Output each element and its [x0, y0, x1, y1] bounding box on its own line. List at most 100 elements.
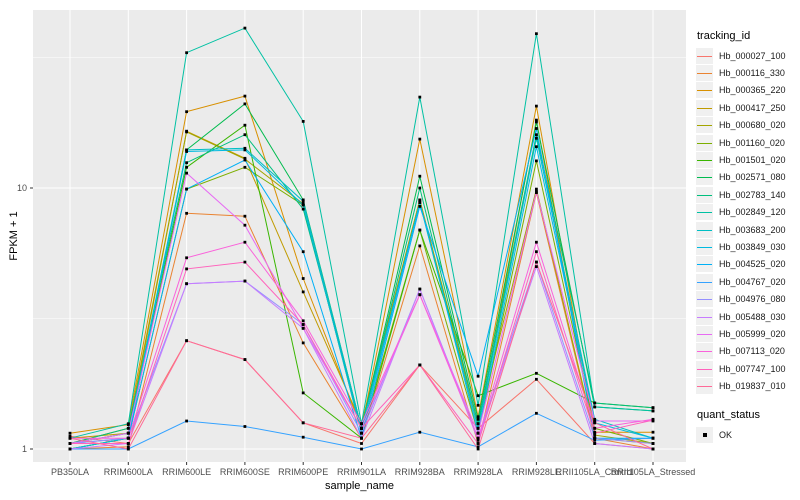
legend-key-line-icon: [697, 90, 712, 92]
x-tick-label: RRII105LA_Control: [556, 467, 634, 477]
data-point: [185, 282, 188, 286]
data-point: [301, 199, 305, 203]
legend-item-label: Hb_001160_020: [719, 137, 785, 148]
data-point: [185, 211, 188, 215]
data-point: [535, 190, 538, 193]
legend: tracking_id Hb_000027_100 Hb_000116_330 Hb…: [696, 30, 800, 443]
data-point: [185, 339, 188, 343]
legend-item-label: Hb_000680_020: [719, 120, 786, 131]
legend-item-label: Hb_002849_120: [719, 207, 786, 218]
legend-key-line-icon: [697, 177, 712, 179]
data-point: [476, 442, 480, 445]
data-point: [535, 265, 538, 268]
data-point: [535, 250, 538, 254]
data-point: [651, 430, 655, 434]
data-point: [418, 205, 422, 208]
y-axis-title: FPKM + 1: [8, 211, 20, 261]
data-point: [593, 426, 597, 430]
data-point: [476, 447, 480, 451]
data-point: [535, 159, 538, 163]
data-point: [360, 431, 363, 435]
legend-item-Hb_000680_020: Hb_000680_020: [696, 117, 800, 134]
legend-key-box: [696, 82, 713, 99]
data-point: [651, 447, 655, 451]
data-point: [535, 411, 538, 415]
data-point: [593, 405, 597, 409]
data-point: [301, 120, 305, 123]
data-point: [301, 326, 305, 330]
data-point: [476, 436, 480, 440]
legend-key-line-icon: [697, 229, 712, 231]
x-tick-label: RRIM928LE: [512, 467, 561, 477]
data-point: [535, 104, 538, 108]
data-point: [243, 148, 247, 152]
data-point: [243, 260, 247, 264]
x-tick-label: RRIM600LE: [162, 467, 211, 477]
data-point: [243, 165, 247, 169]
legend-title-quant-status: quant_status: [697, 408, 760, 421]
legend-key-line-icon: [697, 142, 712, 144]
legend-key-line-icon: [697, 107, 712, 109]
data-point: [476, 374, 480, 378]
x-tick-label: RRII105LA_Stressed: [611, 467, 696, 477]
legend-item-label: Hb_005999_020: [719, 328, 786, 339]
data-point: [418, 186, 422, 190]
data-point: [185, 150, 188, 153]
legend-item-Hb_003849_030: Hb_003849_030: [696, 238, 800, 255]
legend-item-label: Hb_007113_020: [719, 346, 785, 357]
legend-item-Hb_000116_330: Hb_000116_330: [696, 64, 800, 82]
data-point: [68, 434, 72, 438]
legend-key-box: [696, 360, 713, 377]
data-point: [243, 146, 247, 150]
legend-key-box: [696, 117, 713, 134]
data-point: [535, 260, 538, 264]
data-point: [126, 422, 130, 426]
data-point: [418, 174, 422, 178]
legend-item-Hb_000027_100: Hb_000027_100: [696, 47, 800, 64]
data-point: [301, 207, 305, 211]
data-point: [476, 415, 480, 419]
x-tick-label: RRIM901LA: [337, 467, 386, 477]
data-point: [126, 426, 130, 430]
data-point: [593, 401, 597, 405]
legend-item-label: Hb_000027_100: [719, 50, 786, 61]
data-point: [535, 127, 538, 130]
legend-item-Hb_019837_010: Hb_019837_010: [696, 377, 800, 395]
data-point: [418, 137, 422, 141]
data-point: [476, 438, 480, 442]
data-point: [185, 171, 188, 175]
data-point: [243, 358, 247, 361]
data-point: [126, 442, 130, 445]
legend-item-Hb_002783_140: Hb_002783_140: [696, 186, 800, 203]
data-point: [476, 426, 480, 430]
legend-item-Hb_000365_220: Hb_000365_220: [696, 82, 800, 99]
data-point: [535, 32, 538, 36]
y-tick-label: 10: [17, 183, 27, 193]
x-tick-label: RRIM928LA: [454, 467, 503, 477]
y-tick-label: 1: [22, 444, 27, 454]
data-point: [301, 203, 305, 207]
data-point: [535, 118, 538, 122]
legend-items-tracking-id: Hb_000027_100 Hb_000116_330 Hb_000365_220 H…: [696, 47, 800, 395]
data-point: [68, 442, 72, 445]
data-point: [185, 148, 188, 152]
data-point: [593, 421, 597, 425]
x-tick-label: RRIM600SE: [220, 467, 270, 477]
legend-key-line-icon: [697, 246, 712, 248]
data-point: [68, 431, 72, 435]
data-point: [126, 445, 130, 449]
legend-item-Hb_000417_250: Hb_000417_250: [696, 99, 800, 116]
data-point: [301, 319, 305, 323]
legend-key-box: [696, 426, 713, 443]
data-point: [593, 417, 597, 421]
data-point: [360, 426, 363, 430]
legend-key-box: [696, 204, 713, 221]
legend-key-box: [696, 134, 713, 151]
legend-key-line-icon: [697, 368, 712, 370]
data-point: [593, 419, 597, 423]
legend-key-line-icon: [697, 299, 712, 301]
legend-key-box: [696, 47, 713, 64]
legend-item-label: Hb_019837_010: [719, 381, 786, 392]
data-point: [243, 425, 247, 428]
